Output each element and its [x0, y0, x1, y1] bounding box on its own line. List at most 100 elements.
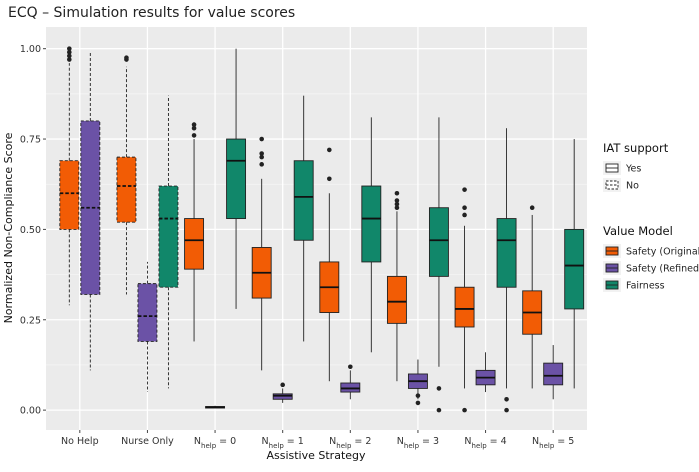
box-fairness [564, 139, 585, 389]
outlier-point [67, 50, 72, 55]
x-tick-label: No Help [61, 436, 99, 447]
box-iqr [340, 382, 361, 393]
outlier-point [394, 201, 400, 207]
box-iqr [293, 160, 314, 241]
legend-item: Yes [603, 161, 641, 175]
outlier-point [67, 46, 72, 51]
outlier-point [462, 212, 467, 218]
x-tick-label: Nhelp = 1 [262, 436, 304, 450]
outlier-point [67, 53, 72, 59]
legend-label: Safety (Original) [626, 247, 699, 258]
legend-title: IAT support [603, 141, 669, 155]
outlier-point [327, 176, 332, 182]
legend-title: Value Model [603, 224, 673, 238]
x-tick-label: Nhelp = 2 [329, 436, 371, 450]
outlier-point [436, 407, 442, 413]
box-iqr [564, 228, 585, 310]
box-iqr [454, 286, 475, 328]
outlier-point [436, 386, 442, 391]
box-safety-original [116, 55, 137, 295]
outlier-point [394, 205, 400, 211]
legend-label: Fairness [626, 281, 665, 292]
box-iqr [184, 218, 205, 270]
x-tick-label: Nhelp = 3 [397, 436, 439, 450]
box-iqr [543, 362, 564, 386]
y-tick-label: 0.00 [20, 406, 41, 417]
box-iqr [496, 218, 517, 288]
legend-item: Safety (Refined) [603, 261, 699, 275]
outlier-point [259, 136, 264, 142]
outlier-point [394, 190, 400, 196]
box-safety-original [184, 122, 205, 342]
box-iqr [428, 207, 449, 277]
outlier-point [259, 162, 264, 167]
box-safety-refined [543, 345, 564, 400]
x-tick-label: Nhelp = 5 [532, 436, 574, 450]
outlier-point [191, 125, 197, 131]
outlier-point [124, 55, 129, 61]
legend-label: Yes [625, 164, 641, 175]
outlier-point [529, 205, 535, 211]
outlier-point [191, 133, 197, 138]
box-iqr [59, 160, 80, 230]
legend-label: No [626, 181, 639, 192]
outlier-point [394, 198, 400, 203]
box-safety-refined [272, 382, 293, 403]
box-safety-original [386, 190, 407, 382]
y-axis: 0.00 0.25 0.50 0.75 1.00 [20, 44, 46, 417]
outlier-point [462, 205, 467, 211]
outlier-point [348, 364, 353, 370]
outlier-point [462, 187, 467, 192]
box-fairness [293, 95, 314, 342]
legend-item: No [603, 178, 639, 192]
y-tick-label: 0.25 [20, 315, 41, 326]
box-iqr [137, 283, 158, 342]
outlier-point [504, 396, 509, 402]
box-safety-original [251, 136, 272, 371]
box-fairness [361, 117, 382, 353]
outlier-point [415, 393, 421, 398]
y-axis-title: Normalized Non-Compliance Score [2, 132, 15, 323]
outlier-point [259, 151, 264, 156]
outlier-point [259, 154, 264, 160]
box-safety-refined [205, 405, 226, 409]
y-tick-label: 0.75 [20, 135, 41, 146]
legends: IAT support Yes No Value Model Safety (Origi… [603, 141, 699, 292]
outlier-point [280, 382, 285, 388]
box-iqr [272, 393, 293, 400]
box-safety-refined [340, 364, 361, 400]
box-safety-original [319, 147, 340, 382]
legend-item: Safety (Original) [603, 244, 699, 258]
x-tick-label: Nhelp = 4 [464, 436, 506, 450]
outlier-point [504, 407, 509, 413]
outlier-point [327, 147, 332, 153]
x-tick-label: Nhelp = 0 [194, 436, 236, 450]
y-tick-label: 1.00 [20, 44, 41, 55]
x-axis: No Help Nurse Only Nhelp = 0 Nhelp = 1 Nhelp… [61, 430, 574, 450]
box-safety-refined [80, 52, 101, 371]
legend-iat-support: IAT support Yes No [603, 141, 669, 192]
box-iqr [226, 138, 247, 220]
box-iqr [361, 185, 382, 263]
box-safety-original [59, 46, 80, 306]
outlier-point [462, 407, 467, 413]
legend-value-model: Value Model Safety (Original) Safety (Refi… [603, 224, 699, 292]
outlier-point [415, 400, 421, 406]
legend-label: Safety (Refined) [626, 264, 699, 275]
box-fairness [158, 95, 179, 389]
chart-title: ECQ – Simulation results for value score… [8, 5, 295, 21]
outlier-point [191, 122, 197, 127]
box-iqr [116, 156, 137, 223]
y-tick-label: 0.50 [20, 225, 41, 236]
box-safety-refined [407, 359, 428, 406]
x-axis-title: Assistive Strategy [266, 449, 366, 462]
box-safety-refined [475, 352, 496, 393]
box-safety-original [522, 205, 543, 389]
box-fairness [428, 117, 449, 413]
box-series [59, 46, 585, 413]
box-fairness [496, 128, 517, 413]
outlier-point [67, 57, 72, 62]
box-fairness [226, 48, 247, 309]
box-safety-original [454, 187, 475, 413]
